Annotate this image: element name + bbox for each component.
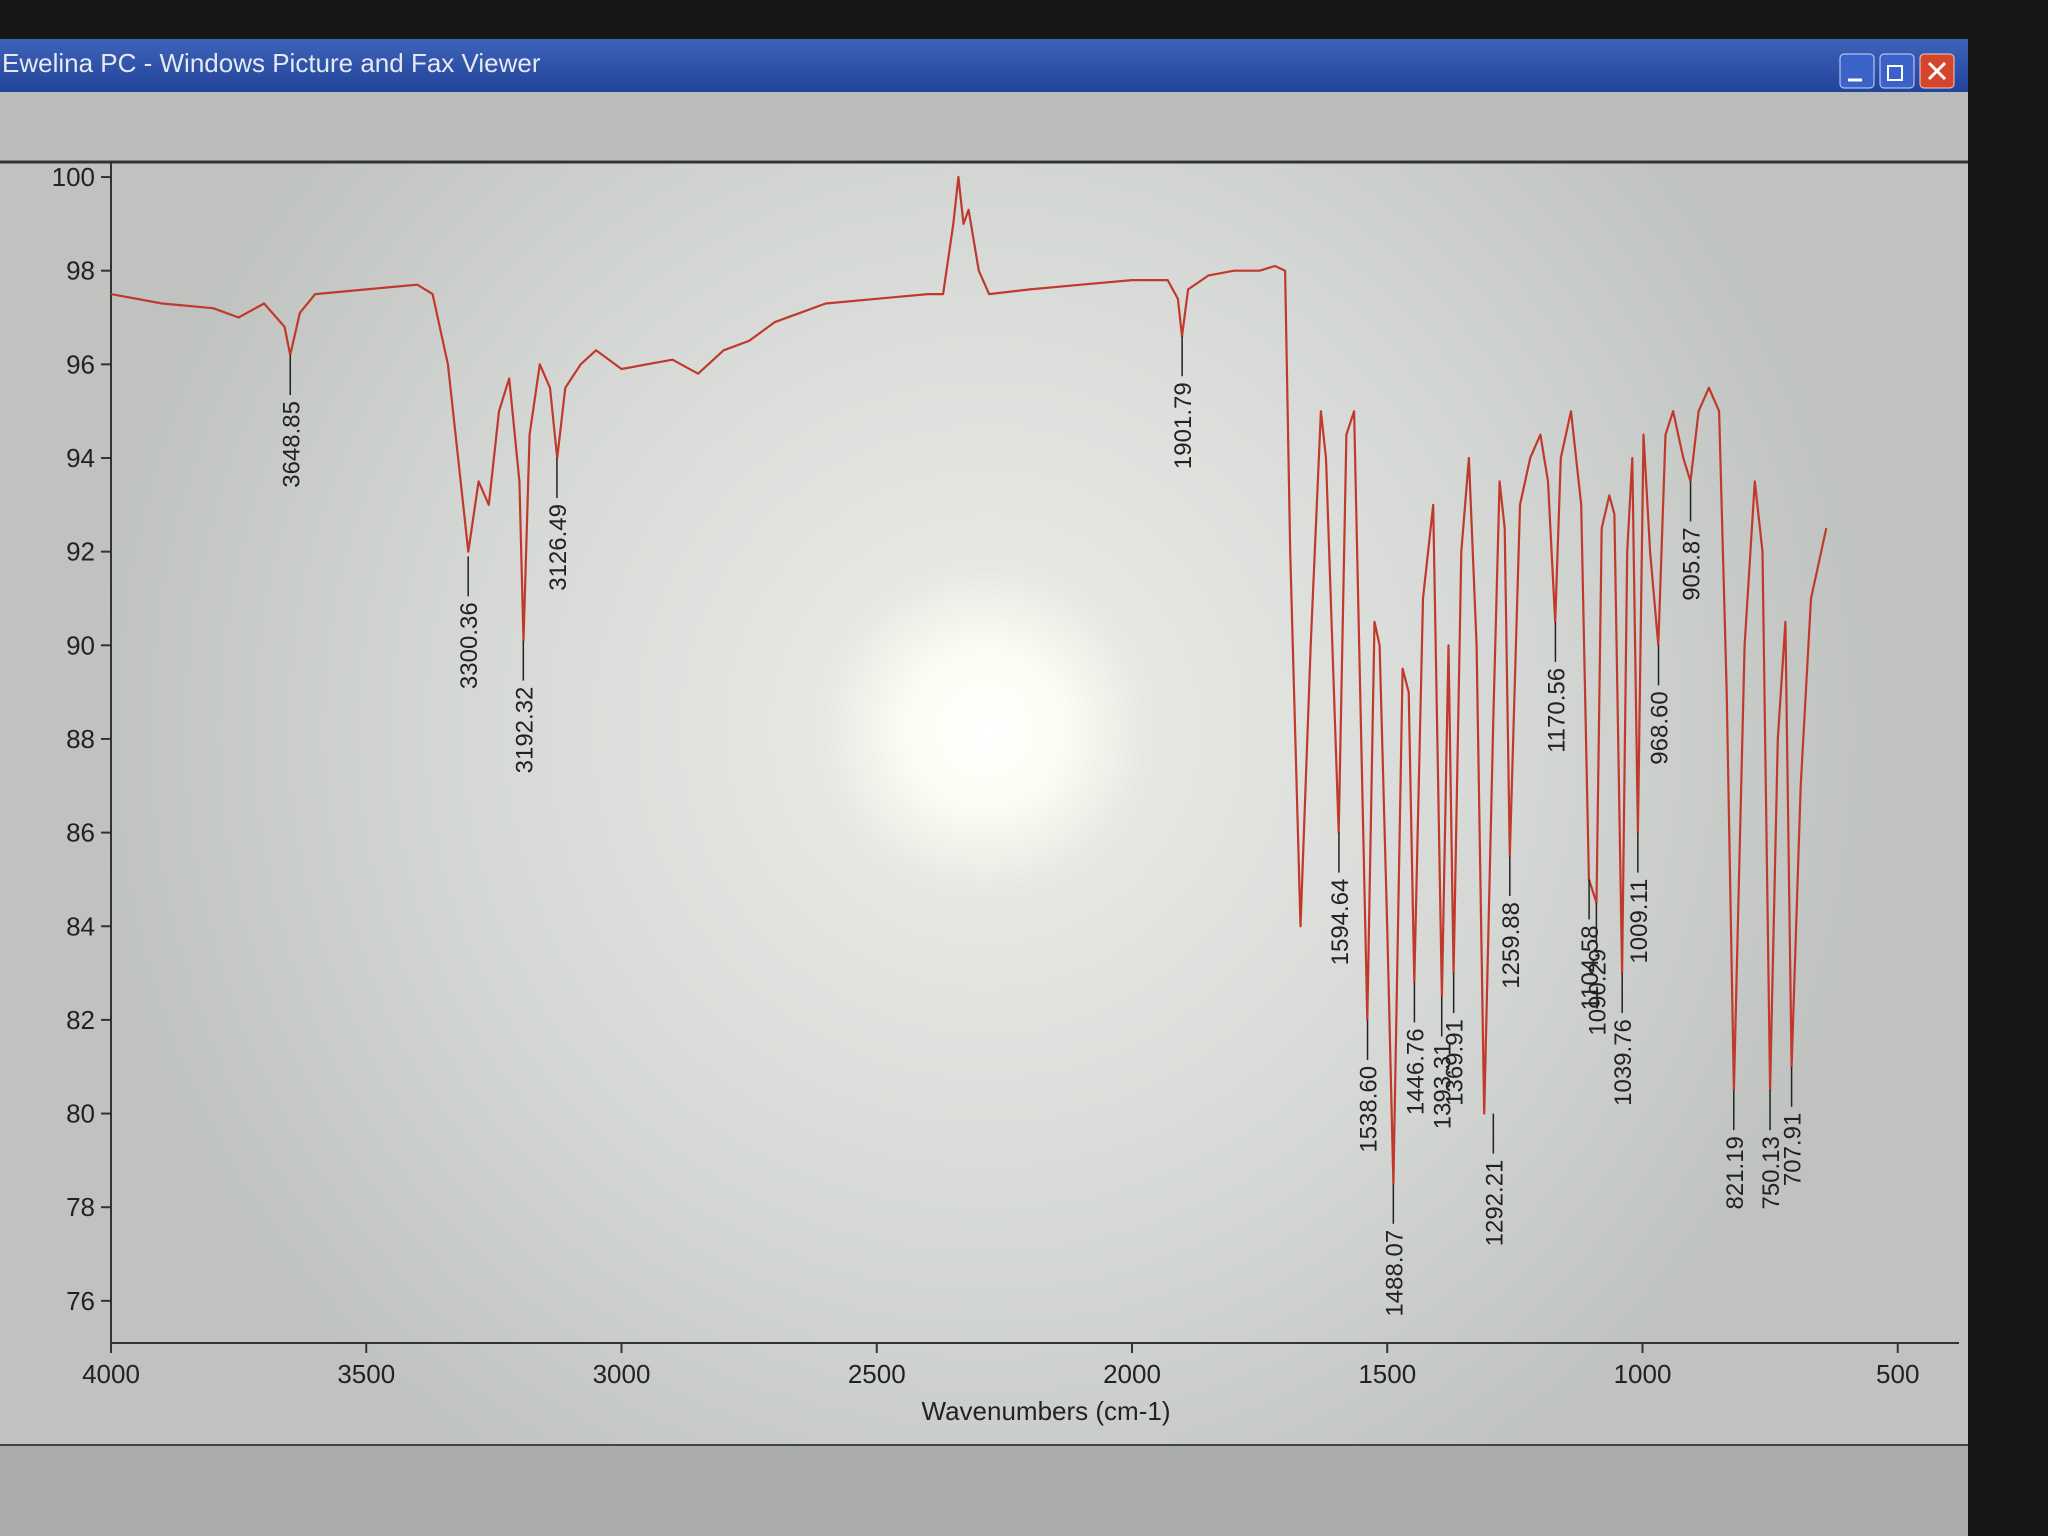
- y-tick-label: 100: [52, 162, 95, 192]
- peak-label: 1090.29: [1584, 949, 1611, 1036]
- y-tick-label: 84: [66, 911, 95, 941]
- y-tick-label: 82: [66, 1005, 95, 1035]
- peak-label: 1538.60: [1356, 1066, 1383, 1153]
- image-area: [0, 160, 1968, 1445]
- close-glyph: [1927, 61, 1947, 81]
- peak-label: 750.13: [1758, 1136, 1785, 1209]
- peak-label: 3648.85: [278, 401, 305, 488]
- y-tick-label: 80: [66, 1099, 95, 1129]
- peak-label: 707.91: [1780, 1113, 1807, 1186]
- peak-label: 1594.64: [1327, 879, 1354, 966]
- peak-label: 821.19: [1722, 1136, 1749, 1209]
- window-title: Ewelina PC - Windows Picture and Fax Vie…: [2, 48, 541, 78]
- peak-label: 3126.49: [545, 504, 572, 591]
- peak-label: 1292.21: [1481, 1160, 1508, 1247]
- peak-label: 968.60: [1647, 691, 1674, 764]
- spectrum-line: [110, 175, 1828, 1185]
- minimize-button[interactable]: [1839, 53, 1875, 89]
- y-tick-label: 96: [66, 349, 95, 379]
- y-tick-label: 98: [66, 256, 95, 286]
- title-bar: [0, 39, 1968, 92]
- x-tick-label: 2000: [1103, 1359, 1161, 1389]
- peak-label: 1104.58: [1577, 925, 1604, 1010]
- peak-label: 905.87: [1679, 527, 1706, 600]
- y-tick-label: 92: [66, 537, 95, 567]
- plot: Wavenumbers (cm-1) 76 78 80 82 84 86 88 90 92 94 9…: [52, 162, 1959, 1426]
- x-tick-label: 3500: [337, 1359, 395, 1389]
- peak-label: 3192.32: [511, 687, 538, 774]
- x-axis-label: Wavenumbers (cm-1): [922, 1396, 1171, 1426]
- y-tick-label: 88: [66, 724, 95, 754]
- peak-label: 1369.91: [1442, 1019, 1469, 1106]
- toolbar: [0, 92, 1968, 162]
- x-tick-label: 1000: [1614, 1359, 1672, 1389]
- y-tick-label: 76: [66, 1286, 95, 1316]
- peak-label: 1039.76: [1610, 1019, 1637, 1106]
- restore-glyph: [1887, 65, 1903, 81]
- peak-label: 1170.56: [1543, 668, 1570, 753]
- restore-button[interactable]: [1879, 53, 1915, 89]
- y-tick-label: 94: [66, 443, 95, 473]
- peak-label: 1901.79: [1170, 382, 1197, 469]
- x-tick-label: 1500: [1358, 1359, 1416, 1389]
- peak-label: 3300.36: [456, 602, 483, 689]
- x-tick-label: 500: [1876, 1359, 1919, 1389]
- x-tick-label: 4000: [82, 1359, 140, 1389]
- y-tick-label: 90: [66, 630, 95, 660]
- peak-label: 1393.31: [1430, 1043, 1457, 1130]
- status-bar: [0, 1445, 1968, 1536]
- peak-label: 1446.76: [1402, 1028, 1429, 1115]
- y-tick-label: 78: [66, 1192, 95, 1222]
- x-tick-label: 3000: [593, 1359, 651, 1389]
- peak-label: 1009.11: [1626, 879, 1653, 964]
- y-tick-label: 86: [66, 818, 95, 848]
- x-tick-label: 2500: [848, 1359, 906, 1389]
- peak-label: 1259.88: [1498, 902, 1525, 989]
- peak-label: 1488.07: [1381, 1230, 1408, 1317]
